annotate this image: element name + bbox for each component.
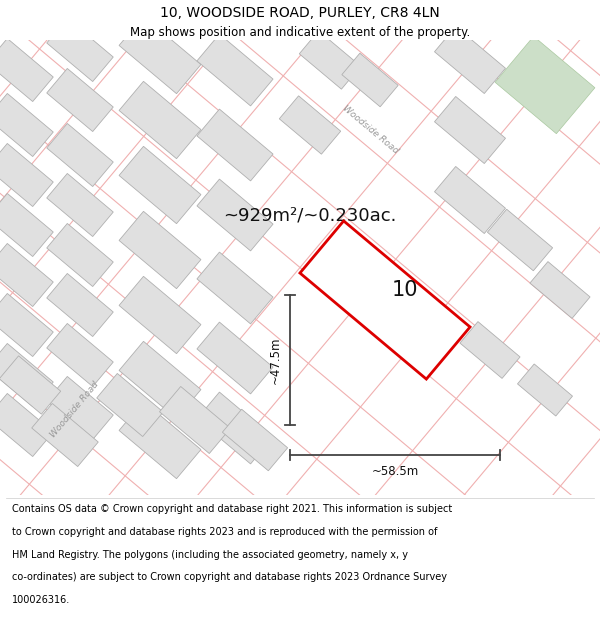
Polygon shape	[0, 144, 53, 206]
Polygon shape	[0, 356, 61, 414]
Text: 10: 10	[392, 280, 418, 300]
Polygon shape	[0, 294, 53, 356]
Polygon shape	[197, 109, 273, 181]
Polygon shape	[434, 96, 506, 164]
Polygon shape	[197, 252, 273, 324]
Polygon shape	[197, 322, 273, 394]
Polygon shape	[160, 386, 230, 454]
Polygon shape	[434, 166, 506, 234]
Polygon shape	[487, 209, 553, 271]
Polygon shape	[47, 174, 113, 236]
Polygon shape	[47, 274, 113, 336]
Polygon shape	[119, 81, 201, 159]
Polygon shape	[97, 374, 163, 436]
Polygon shape	[119, 341, 201, 419]
Polygon shape	[0, 94, 53, 156]
Polygon shape	[0, 394, 53, 456]
Polygon shape	[119, 16, 201, 94]
Polygon shape	[299, 31, 361, 89]
Text: HM Land Registry. The polygons (including the associated geometry, namely x, y: HM Land Registry. The polygons (includin…	[12, 549, 408, 559]
Polygon shape	[0, 344, 53, 406]
Polygon shape	[0, 39, 53, 101]
Text: Map shows position and indicative extent of the property.: Map shows position and indicative extent…	[130, 26, 470, 39]
Polygon shape	[47, 124, 113, 186]
Polygon shape	[495, 36, 595, 134]
Polygon shape	[197, 392, 273, 464]
Polygon shape	[0, 244, 53, 306]
Text: co-ordinates) are subject to Crown copyright and database rights 2023 Ordnance S: co-ordinates) are subject to Crown copyr…	[12, 572, 447, 582]
Polygon shape	[279, 96, 341, 154]
Polygon shape	[47, 69, 113, 131]
Polygon shape	[223, 409, 287, 471]
Polygon shape	[0, 194, 53, 256]
Polygon shape	[119, 276, 201, 354]
Polygon shape	[342, 53, 398, 107]
Polygon shape	[197, 34, 273, 106]
Polygon shape	[119, 401, 201, 479]
Text: Woodside Road: Woodside Road	[340, 104, 400, 156]
Polygon shape	[47, 19, 113, 81]
Text: Contains OS data © Crown copyright and database right 2021. This information is : Contains OS data © Crown copyright and d…	[12, 504, 452, 514]
Text: ~929m²/~0.230ac.: ~929m²/~0.230ac.	[223, 206, 397, 224]
Polygon shape	[47, 324, 113, 386]
Polygon shape	[197, 179, 273, 251]
Text: to Crown copyright and database rights 2023 and is reproduced with the permissio: to Crown copyright and database rights 2…	[12, 527, 437, 537]
Text: 100026316.: 100026316.	[12, 595, 70, 605]
Text: 10, WOODSIDE ROAD, PURLEY, CR8 4LN: 10, WOODSIDE ROAD, PURLEY, CR8 4LN	[160, 6, 440, 20]
Polygon shape	[460, 322, 520, 378]
Polygon shape	[517, 364, 572, 416]
Text: ~47.5m: ~47.5m	[269, 336, 282, 384]
Polygon shape	[119, 211, 201, 289]
Text: ~58.5m: ~58.5m	[371, 465, 419, 478]
Polygon shape	[530, 262, 590, 318]
Polygon shape	[32, 404, 98, 466]
Polygon shape	[300, 221, 470, 379]
Polygon shape	[434, 26, 506, 94]
Polygon shape	[47, 376, 113, 439]
Text: Woodside Road: Woodside Road	[49, 380, 101, 440]
Polygon shape	[119, 146, 201, 224]
Polygon shape	[47, 224, 113, 286]
